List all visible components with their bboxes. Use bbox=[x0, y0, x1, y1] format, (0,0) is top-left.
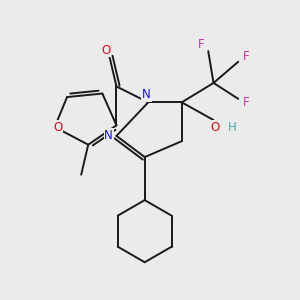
Text: F: F bbox=[198, 38, 205, 51]
Text: F: F bbox=[243, 50, 249, 63]
Text: O: O bbox=[53, 121, 62, 134]
Text: N: N bbox=[142, 88, 151, 101]
Text: F: F bbox=[243, 96, 249, 109]
Text: O: O bbox=[101, 44, 110, 57]
Text: H: H bbox=[227, 121, 236, 134]
Text: O: O bbox=[211, 121, 220, 134]
Text: N: N bbox=[104, 129, 113, 142]
